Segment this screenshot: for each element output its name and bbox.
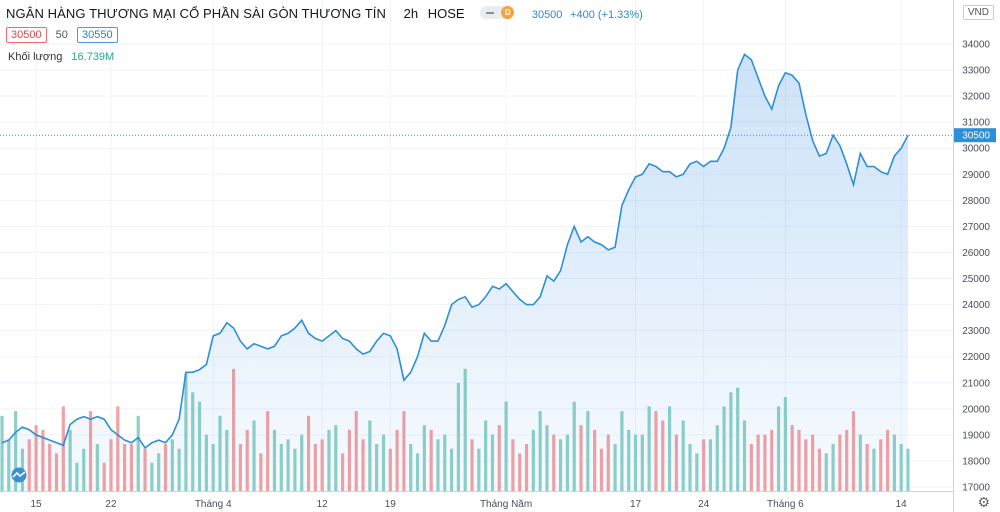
time-axis[interactable]: 15 22 Tháng 4 12 19 Tháng Năm 17 24 Tháng 6 14 — [0, 491, 953, 511]
market-status-toggle[interactable]: D — [480, 6, 515, 19]
volume-label: Khối lượng — [8, 51, 63, 63]
price-axis[interactable]: 17000 18000 19000 20000 21000 22000 23000 24000… — [953, 0, 997, 512]
status-dot-icon: D — [501, 6, 515, 19]
price-tick-label: 33000 — [962, 66, 990, 77]
time-tick-label: Tháng Năm — [480, 499, 532, 510]
last-price-tag — [954, 128, 996, 143]
price-tick-label: 25000 — [962, 274, 990, 285]
price-tick-label: 24000 — [962, 300, 990, 311]
bid-price[interactable]: 30500 — [6, 27, 47, 43]
volume-bar — [0, 415, 4, 491]
price-change: +400 (+1.33%) — [570, 9, 643, 21]
timeframe[interactable]: 2h — [403, 6, 419, 21]
price-tick-label: 21000 — [962, 378, 990, 389]
time-tick-label: 12 — [317, 499, 329, 510]
price-tick-label: 18000 — [962, 456, 990, 467]
time-tick-label: 22 — [105, 499, 117, 510]
price-tick-label: 31000 — [962, 118, 990, 129]
spread: 50 — [55, 29, 68, 41]
time-tick-label: 19 — [385, 499, 397, 510]
price-tick-label: 27000 — [962, 222, 990, 233]
settings-gear-icon[interactable]: ⚙ — [977, 494, 990, 510]
price-line — [1, 53, 909, 450]
price-tick-label: 34000 — [962, 40, 990, 51]
last-price: 30500 — [531, 9, 563, 21]
price-tick-label: 28000 — [962, 196, 990, 207]
price-tick-label: 30000 — [962, 144, 990, 155]
time-tick-label: 24 — [698, 499, 710, 510]
ask-price[interactable]: 30550 — [76, 27, 118, 43]
price-tick-label: 23000 — [962, 326, 990, 337]
time-tick-label: 15 — [30, 499, 42, 510]
time-tick-label: 14 — [896, 499, 908, 510]
currency-badge[interactable]: VND — [962, 5, 994, 20]
price-tick-label: 17000 — [962, 483, 990, 494]
last-price-tag-label: 30500 — [962, 131, 990, 142]
price-tick-label: 29000 — [962, 170, 990, 181]
price-tick-label: 20000 — [962, 404, 990, 415]
time-tick-label: Tháng 6 — [767, 499, 804, 510]
price-tick-label: 22000 — [962, 352, 990, 363]
price-tick-label: 32000 — [962, 92, 990, 103]
time-tick-label: 17 — [630, 499, 642, 510]
symbol-header: NGÂN HÀNG THƯƠNG MẠI CỔ PHẦN SÀI GÒN THƯ… — [6, 6, 643, 21]
price-tick-label: 19000 — [962, 430, 990, 441]
exchange: HOSE — [427, 6, 465, 21]
volume-legend: Khối lượng 16.739M — [8, 51, 114, 63]
price-area — [2, 54, 908, 492]
volume-value: 16.739M — [71, 51, 115, 63]
symbol-title: NGÂN HÀNG THƯƠNG MẠI CỔ PHẦN SÀI GÒN THƯ… — [6, 6, 387, 21]
time-tick-label: Tháng 4 — [195, 499, 232, 510]
logo-icon — [11, 467, 27, 483]
price-tick-label: 26000 — [962, 248, 990, 259]
bid-ask: 30500 50 30550 — [6, 27, 118, 43]
minus-icon — [486, 12, 495, 14]
